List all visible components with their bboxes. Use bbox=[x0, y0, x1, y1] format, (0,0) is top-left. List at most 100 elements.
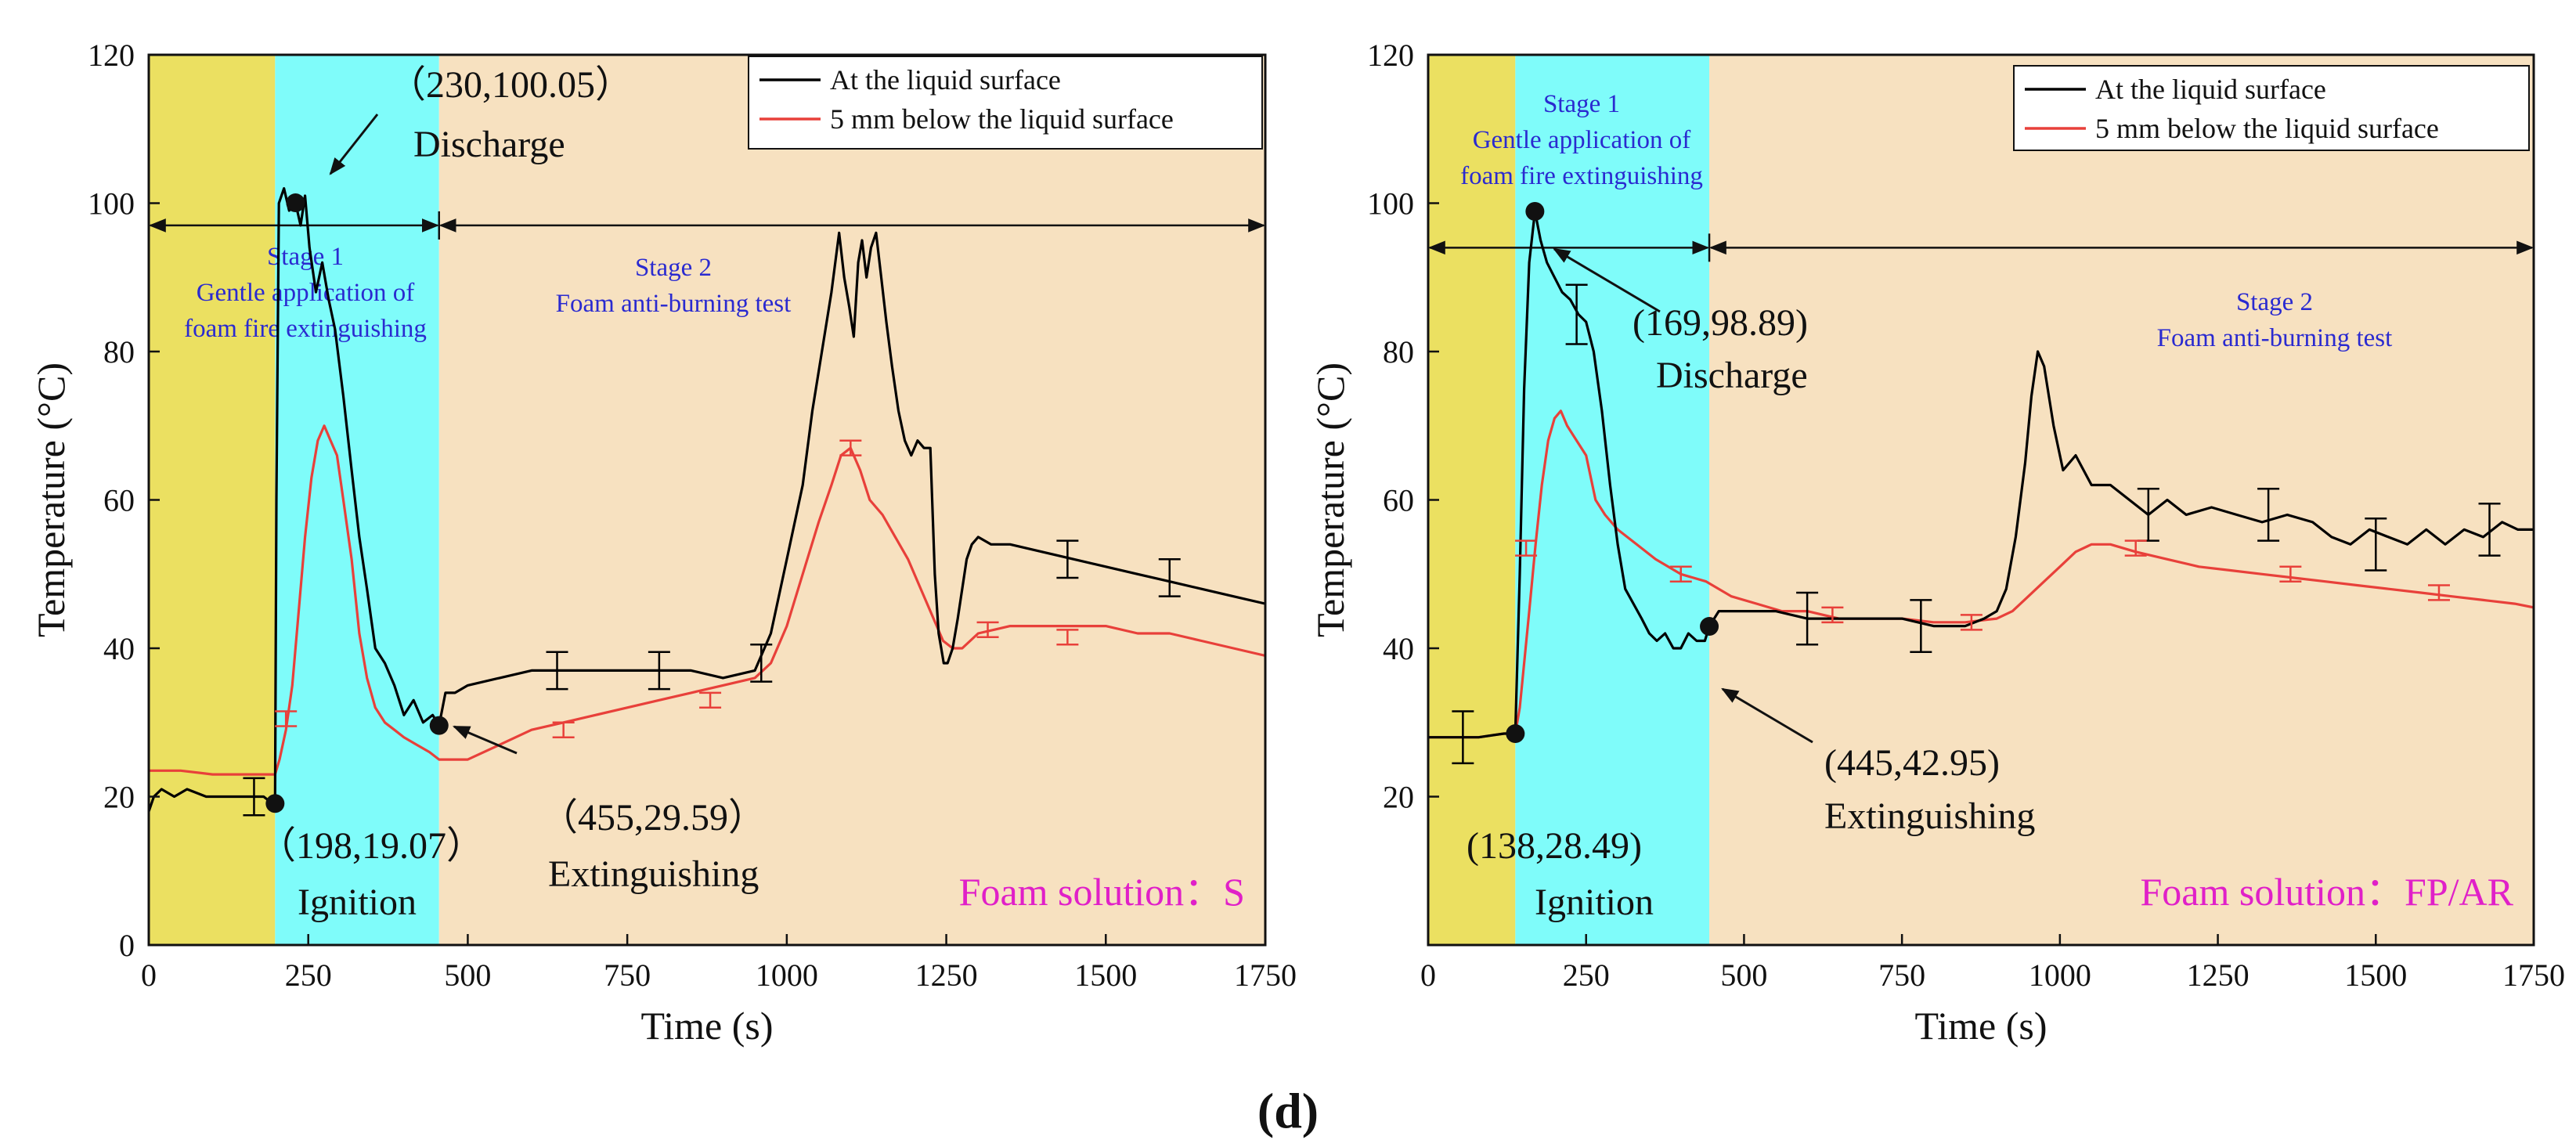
error-bar bbox=[1669, 565, 1692, 583]
error-bar bbox=[839, 439, 862, 456]
x-tick-label: 500 bbox=[444, 958, 491, 993]
x-tick-label: 1250 bbox=[2187, 958, 2249, 993]
annotation-point-dot bbox=[429, 716, 449, 735]
series-below-line bbox=[149, 424, 1265, 776]
x-tick-label: 0 bbox=[1420, 958, 1436, 993]
x-tick-label: 1500 bbox=[2344, 958, 2407, 993]
annotation-label: Extinguishing bbox=[548, 853, 759, 895]
error-bar bbox=[648, 651, 670, 691]
error-bar bbox=[1796, 591, 1819, 646]
stage1-text-line: Stage 1 bbox=[1543, 90, 1620, 118]
stage1-text-line: foam fire extinguishing bbox=[1460, 162, 1703, 190]
legend-entry-label: At the liquid surface bbox=[830, 64, 1061, 96]
annotation-point-dot bbox=[286, 193, 305, 213]
annotation-coordinate: （230,100.05） bbox=[388, 64, 633, 106]
error-bar bbox=[1515, 539, 1538, 557]
chart-right-foam-fp-ar: Stage 1 Gentle application of foam fire ex… bbox=[1308, 38, 2565, 1048]
error-bar bbox=[699, 691, 722, 709]
x-tick-label: 0 bbox=[141, 958, 157, 993]
stage1-text-line: Gentle application of bbox=[1473, 126, 1691, 154]
y-tick-label: 40 bbox=[103, 631, 135, 666]
annotation-label: Extinguishing bbox=[1824, 795, 2035, 837]
annotation-label: Discharge bbox=[413, 124, 565, 165]
error-bar bbox=[552, 721, 575, 738]
x-tick-label: 250 bbox=[285, 958, 332, 993]
error-bar bbox=[750, 644, 773, 683]
y-tick-label: 40 bbox=[1383, 631, 1414, 666]
y-tick-label: 60 bbox=[103, 483, 135, 518]
series-surface-line bbox=[1428, 210, 2534, 739]
error-bar bbox=[2257, 488, 2280, 542]
region-stage2 bbox=[1709, 55, 2534, 945]
x-tick-label: 1250 bbox=[915, 958, 978, 993]
y-tick-label: 80 bbox=[1383, 334, 1414, 370]
region-preburn bbox=[149, 55, 276, 945]
x-tick-label: 1000 bbox=[2029, 958, 2091, 993]
error-bar bbox=[275, 710, 298, 727]
legend-box bbox=[2013, 65, 2530, 151]
y-tick-label: 120 bbox=[88, 38, 135, 73]
error-bar bbox=[1910, 599, 1932, 653]
region-preburn bbox=[1428, 55, 1516, 945]
y-tick-label: 120 bbox=[1367, 38, 1414, 73]
legend-entry-label: 5 mm below the liquid surface bbox=[2095, 113, 2439, 144]
error-bar bbox=[1452, 710, 1474, 765]
y-tick-label: 0 bbox=[119, 928, 135, 963]
region-stage2 bbox=[438, 55, 1265, 945]
annotation-arrow bbox=[1553, 247, 1661, 313]
error-bar bbox=[243, 777, 265, 817]
error-bar bbox=[1565, 283, 1588, 345]
legend: At the liquid surface 5 mm below the liqu… bbox=[748, 56, 1263, 150]
annotation-point-dot bbox=[1700, 617, 1719, 637]
x-axis-title: Time (s) bbox=[640, 1004, 773, 1048]
annotation-point-dot bbox=[1525, 202, 1545, 222]
annotation-point-dot bbox=[1506, 724, 1525, 744]
error-bar bbox=[2365, 517, 2387, 572]
annotation-coordinate: (445,42.95) bbox=[1824, 742, 2000, 784]
annotation-coordinate: （198,19.07） bbox=[258, 825, 484, 867]
y-tick-label: 20 bbox=[1383, 780, 1414, 815]
error-bar bbox=[2279, 565, 2302, 583]
error-bar bbox=[1960, 614, 1983, 631]
y-axis-title: Temperature (°C) bbox=[29, 362, 73, 637]
y-tick-label: 60 bbox=[1383, 483, 1414, 518]
x-tick-label: 1500 bbox=[1074, 958, 1137, 993]
annotation-point-dot bbox=[265, 794, 285, 813]
region-stage1 bbox=[275, 55, 439, 945]
x-tick-label: 500 bbox=[1720, 958, 1767, 993]
error-bar bbox=[2124, 539, 2147, 557]
x-tick-label: 750 bbox=[1878, 958, 1925, 993]
y-axis-title: Temperature (°C) bbox=[1308, 362, 1352, 637]
annotation-label: Ignition bbox=[1535, 882, 1654, 923]
foam-solution-label: Foam solution：FP/AR bbox=[2141, 870, 2514, 914]
y-tick-label: 100 bbox=[1367, 186, 1414, 222]
annotation-arrow bbox=[1721, 687, 1813, 744]
error-bar bbox=[1056, 539, 1079, 579]
x-tick-label: 250 bbox=[1563, 958, 1610, 993]
plot-area bbox=[1428, 210, 2534, 765]
annotation-coordinate: （455,29.59） bbox=[540, 797, 766, 839]
series-below-line bbox=[1428, 409, 2534, 739]
x-tick-label: 1750 bbox=[2502, 958, 2565, 993]
error-bar bbox=[546, 651, 568, 691]
legend: At the liquid surface 5 mm below the liqu… bbox=[2013, 65, 2530, 151]
legend-entry-label: At the liquid surface bbox=[2095, 74, 2326, 105]
annotation-arrow bbox=[452, 725, 518, 755]
error-bar bbox=[1056, 629, 1079, 646]
stage1-text-line: Gentle application of bbox=[197, 279, 415, 307]
stage2-text-line: Stage 2 bbox=[635, 254, 712, 282]
error-bar bbox=[1821, 606, 1844, 624]
error-bar bbox=[1158, 558, 1181, 597]
x-tick-label: 750 bbox=[604, 958, 651, 993]
stage2-text-line: Foam anti-burning test bbox=[2157, 324, 2393, 352]
x-axis-title: Time (s) bbox=[1914, 1004, 2047, 1048]
annotation-label: Discharge bbox=[1656, 355, 1808, 396]
error-bar bbox=[2427, 584, 2450, 601]
annotation-label: Ignition bbox=[298, 882, 417, 923]
stage1-text-line: foam fire extinguishing bbox=[184, 315, 427, 343]
y-tick-label: 80 bbox=[103, 334, 135, 370]
foam-solution-label: Foam solution：S bbox=[959, 870, 1245, 914]
stage2-text-line: Foam anti-burning test bbox=[556, 290, 792, 318]
x-tick-label: 1000 bbox=[756, 958, 818, 993]
